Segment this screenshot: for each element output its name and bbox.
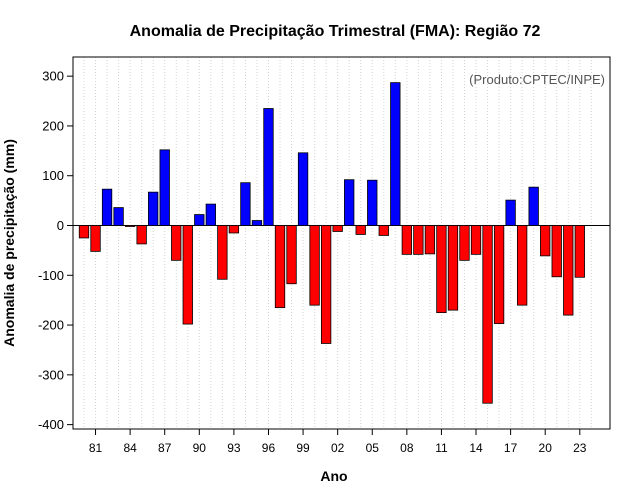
y-tick-label: -400 xyxy=(38,417,64,432)
bar-2006 xyxy=(378,225,389,236)
bar-2007 xyxy=(390,82,401,226)
x-tick-label: 20 xyxy=(539,441,553,455)
bar-1992 xyxy=(217,225,228,280)
y-axis-label: Anomalia de precipitação (mm) xyxy=(1,139,17,347)
bar-1995 xyxy=(251,220,263,226)
bar-1981 xyxy=(90,225,101,252)
x-tick-label: 99 xyxy=(296,441,310,455)
bar-2001 xyxy=(320,225,332,344)
bar-2023 xyxy=(574,225,585,278)
y-tick-label: 100 xyxy=(42,168,64,183)
bars xyxy=(78,82,585,404)
bar-2016 xyxy=(493,225,505,324)
x-tick-label: 23 xyxy=(573,441,587,455)
y-tick-label: 0 xyxy=(57,218,64,233)
bar-1983 xyxy=(113,207,124,226)
bar-1996 xyxy=(263,108,274,226)
x-tick-label: 08 xyxy=(400,441,414,455)
bar-2020 xyxy=(540,225,551,257)
bar-2008 xyxy=(401,225,412,255)
x-tick-label: 87 xyxy=(158,441,172,455)
bar-2010 xyxy=(424,225,436,255)
y-axis: -400 -300 -200 -100 0 100 200 300 xyxy=(38,69,73,432)
y-tick-label: -100 xyxy=(38,268,64,283)
y-tick-label: 300 xyxy=(42,69,64,84)
x-tick-label: 90 xyxy=(193,441,207,455)
grid xyxy=(83,57,592,429)
bar-1991 xyxy=(205,203,216,226)
bar-1988 xyxy=(171,225,182,261)
x-axis-label: Ano xyxy=(320,468,347,484)
chart-title: Anomalia de Precipitação Trimestral (FMA… xyxy=(130,23,541,40)
bar-1994 xyxy=(240,182,251,226)
bar-1990 xyxy=(194,214,205,226)
bar-2004 xyxy=(355,225,366,235)
bar-1982 xyxy=(101,188,113,226)
bar-1989 xyxy=(182,225,193,325)
bar-1986 xyxy=(148,191,159,226)
x-axis: 81 84 87 90 93 96 99 02 05 08 11 14 17 20 23 xyxy=(89,429,587,455)
x-tick-label: 81 xyxy=(89,441,103,455)
bar-2005 xyxy=(367,179,378,226)
x-tick-label: 96 xyxy=(262,441,276,455)
bar-1999 xyxy=(297,152,309,226)
bar-1993 xyxy=(228,225,240,234)
bar-1985 xyxy=(136,225,147,245)
credit-text: (Produto:CPTEC/INPE) xyxy=(469,72,605,87)
y-tick-label: 200 xyxy=(42,118,64,133)
y-tick-label: -300 xyxy=(38,367,64,382)
bar-2011 xyxy=(436,225,447,314)
y-tick-label: -200 xyxy=(38,318,64,333)
bar-2013 xyxy=(459,225,470,261)
bar-2012 xyxy=(447,225,459,311)
x-tick-label: 14 xyxy=(469,441,483,455)
x-tick-label: 93 xyxy=(227,441,241,455)
bar-2002 xyxy=(332,225,343,232)
plot-frame xyxy=(72,56,611,430)
bar-1987 xyxy=(159,149,170,226)
bar-2021 xyxy=(551,225,562,278)
bar-1984 xyxy=(124,225,136,227)
bar-2003 xyxy=(344,179,355,226)
bar-1997 xyxy=(274,225,286,309)
x-tick-label: 05 xyxy=(366,441,380,455)
x-tick-label: 84 xyxy=(123,441,137,455)
bar-1998 xyxy=(286,225,297,285)
bar-2009 xyxy=(413,225,424,255)
x-tick-label: 11 xyxy=(435,441,448,455)
x-tick-label: 17 xyxy=(504,441,518,455)
bar-2019 xyxy=(528,186,539,226)
bar-2018 xyxy=(516,225,528,306)
x-tick-label: 02 xyxy=(331,441,345,455)
bar-2017 xyxy=(505,199,516,226)
bar-2000 xyxy=(309,225,320,306)
bar-2015 xyxy=(482,225,493,404)
bar-1980 xyxy=(78,225,90,239)
bar-2014 xyxy=(470,225,482,255)
bar-2022 xyxy=(563,225,574,316)
